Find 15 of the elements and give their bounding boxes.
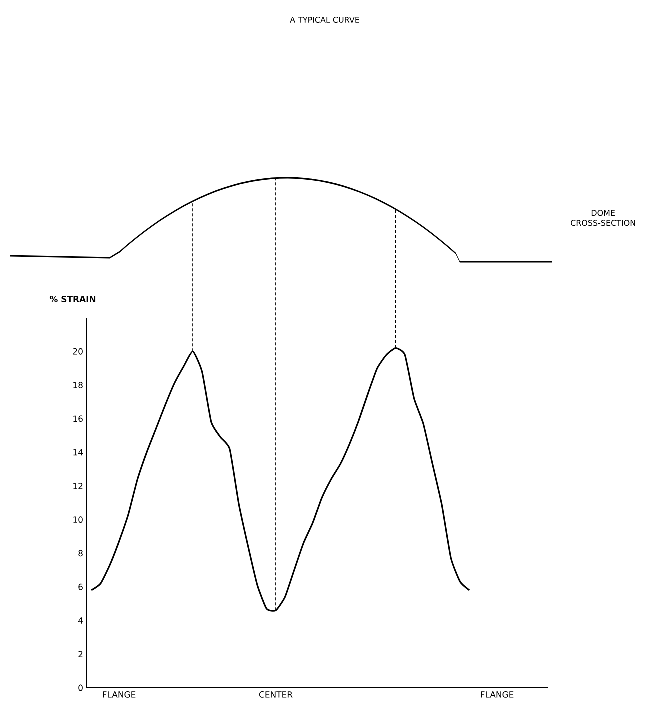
y-tick-label: 4 bbox=[78, 618, 83, 624]
y-tick-label: 0 bbox=[78, 684, 83, 692]
x-tick-label: FLANGE bbox=[103, 692, 136, 698]
x-tick-label: CENTER bbox=[259, 692, 293, 698]
y-tick-label: 8 bbox=[78, 550, 83, 557]
y-tick-label: 14 bbox=[74, 449, 83, 456]
y-axis-title: % STRAIN bbox=[50, 296, 96, 302]
y-tick-label: 6 bbox=[78, 584, 83, 590]
y-tick-label: 18 bbox=[74, 382, 83, 388]
y-tick-label: 16 bbox=[74, 416, 83, 422]
y-tick-label: 2 bbox=[78, 651, 83, 658]
y-tick-label: 20 bbox=[73, 348, 83, 355]
y-tick-label: 12 bbox=[74, 483, 83, 490]
x-tick-label: FLANGE bbox=[481, 692, 514, 698]
y-tick-label: 10 bbox=[74, 516, 83, 524]
